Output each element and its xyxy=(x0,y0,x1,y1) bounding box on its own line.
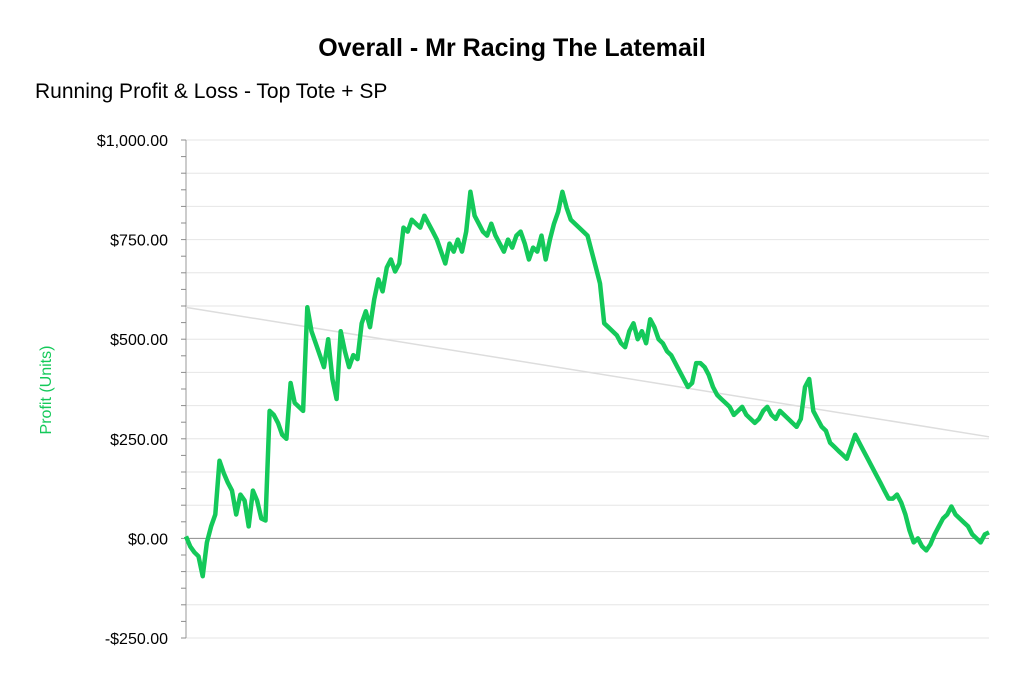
y-axis xyxy=(181,139,187,639)
y-tick-label: $0.00 xyxy=(128,531,168,548)
y-tick-labels: -$250.00 $0.00 $250.00 $500.00 $750.00 $1,000… xyxy=(97,133,168,648)
chart-subtitle: Running Profit & Loss - Top Tote + SP xyxy=(35,80,388,103)
series-line xyxy=(183,189,990,579)
y-tick-label: $250.00 xyxy=(110,432,168,449)
chart-title: Overall - Mr Racing The Latemail xyxy=(318,34,706,62)
y-tick-label: $750.00 xyxy=(110,233,168,250)
y-tick-label: -$250.00 xyxy=(105,631,168,648)
y-axis-label: Profit (Units) xyxy=(38,346,55,435)
grid-lines xyxy=(186,139,989,639)
y-tick-label: $1,000.00 xyxy=(97,133,168,150)
y-tick-label: $500.00 xyxy=(110,332,168,349)
trend-line xyxy=(185,306,990,438)
